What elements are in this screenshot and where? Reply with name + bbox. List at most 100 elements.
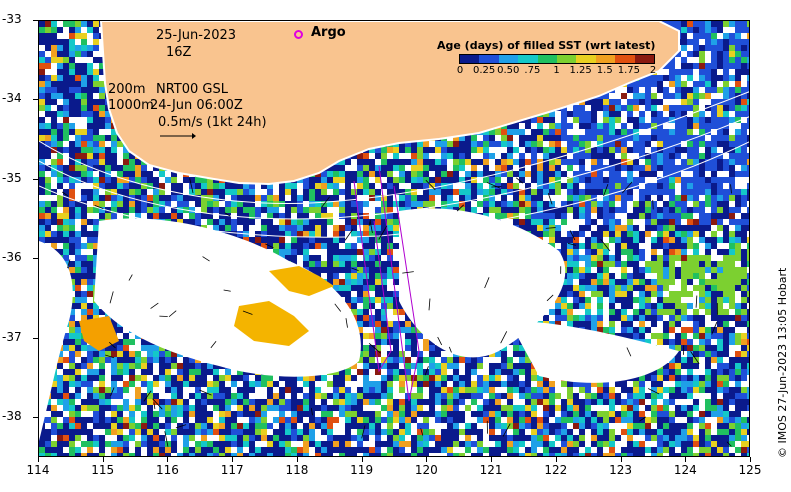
- sst-cell: [87, 123, 93, 129]
- sst-cell: [735, 285, 741, 291]
- sst-cell: [609, 309, 615, 315]
- sst-cell: [693, 285, 699, 291]
- sst-cell: [747, 27, 749, 33]
- sst-cell: [735, 195, 741, 201]
- sst-cell: [201, 189, 207, 195]
- sst-cell: [87, 117, 93, 123]
- sst-cell: [663, 225, 669, 231]
- sst-cell: [363, 231, 369, 237]
- sst-cell: [327, 213, 333, 219]
- sst-cell: [93, 237, 99, 243]
- sst-cell: [57, 195, 63, 201]
- sst-cell: [609, 201, 615, 207]
- sst-cell: [687, 177, 693, 183]
- sst-cell: [729, 255, 735, 261]
- sst-cell: [369, 261, 375, 267]
- sst-cell: [453, 171, 459, 177]
- sst-cell: [627, 219, 633, 225]
- sst-cell: [69, 39, 75, 45]
- sst-cell: [345, 177, 351, 183]
- sst-cell: [69, 27, 75, 33]
- sst-cell: [591, 123, 597, 129]
- sst-cell: [183, 201, 189, 207]
- sst-cell: [405, 315, 411, 321]
- sst-cell: [57, 159, 63, 165]
- sst-cell: [645, 195, 651, 201]
- sst-cell: [405, 195, 411, 201]
- sst-cell: [597, 141, 603, 147]
- sst-cell: [609, 111, 615, 117]
- sst-cell: [657, 231, 663, 237]
- sst-cell: [69, 213, 75, 219]
- sst-cell: [345, 273, 351, 279]
- sst-cell: [495, 141, 501, 147]
- sst-cell: [669, 231, 675, 237]
- sst-cell: [597, 321, 603, 327]
- sst-cell: [297, 225, 303, 231]
- sst-cell: [381, 225, 387, 231]
- sst-cell: [231, 195, 237, 201]
- sst-cell: [615, 171, 621, 177]
- sst-cell: [237, 207, 243, 213]
- sst-cell: [633, 261, 639, 267]
- sst-cell: [81, 309, 87, 315]
- sst-cell: [231, 231, 237, 237]
- sst-cell: [57, 105, 63, 111]
- sst-cell: [429, 165, 435, 171]
- sst-cell: [531, 135, 537, 141]
- sst-cell: [651, 93, 657, 99]
- sst-cell: [747, 33, 749, 39]
- sst-cell: [705, 39, 711, 45]
- sst-cell: [741, 285, 747, 291]
- sst-cell: [483, 171, 489, 177]
- sst-cell: [609, 291, 615, 297]
- sst-cell: [729, 279, 735, 285]
- sst-cell: [657, 315, 663, 321]
- sst-cell: [309, 267, 315, 273]
- sst-cell: [669, 159, 675, 165]
- sst-cell: [45, 147, 51, 153]
- sst-cell: [621, 273, 627, 279]
- sst-cell: [453, 135, 459, 141]
- sst-cell: [705, 21, 711, 27]
- sst-cell: [129, 183, 135, 189]
- sst-cell: [747, 99, 749, 105]
- sst-cell: [327, 201, 333, 207]
- sst-cell: [69, 147, 75, 153]
- sst-cell: [189, 183, 195, 189]
- sst-cell: [363, 171, 369, 177]
- sst-cell: [717, 45, 723, 51]
- sst-cell: [747, 123, 749, 129]
- sst-cell: [747, 243, 749, 249]
- sst-cell: [747, 69, 749, 75]
- sst-cell: [387, 297, 393, 303]
- sst-cell: [75, 207, 81, 213]
- sst-cell: [681, 69, 687, 75]
- sst-cell: [735, 171, 741, 177]
- sst-cell: [465, 159, 471, 165]
- sst-cell: [543, 111, 549, 117]
- sst-cell: [303, 219, 309, 225]
- sst-cell: [75, 81, 81, 87]
- sst-cell: [63, 201, 69, 207]
- sst-cell: [387, 195, 393, 201]
- sst-cell: [75, 291, 81, 297]
- sst-cell: [573, 267, 579, 273]
- sst-cell: [651, 105, 657, 111]
- sst-cell: [249, 213, 255, 219]
- sst-cell: [333, 165, 339, 171]
- sst-cell: [537, 147, 543, 153]
- sst-cell: [549, 237, 555, 243]
- sst-cell: [537, 189, 543, 195]
- sst-cell: [375, 297, 381, 303]
- sst-cell: [357, 171, 363, 177]
- sst-cell: [141, 165, 147, 171]
- sst-cell: [393, 273, 399, 279]
- sst-cell: [597, 315, 603, 321]
- sst-cell: [435, 159, 441, 165]
- sst-cell: [717, 279, 723, 285]
- sst-cell: [81, 135, 87, 141]
- sst-cell: [603, 231, 609, 237]
- sst-cell: [69, 129, 75, 135]
- sst-cell: [639, 321, 645, 327]
